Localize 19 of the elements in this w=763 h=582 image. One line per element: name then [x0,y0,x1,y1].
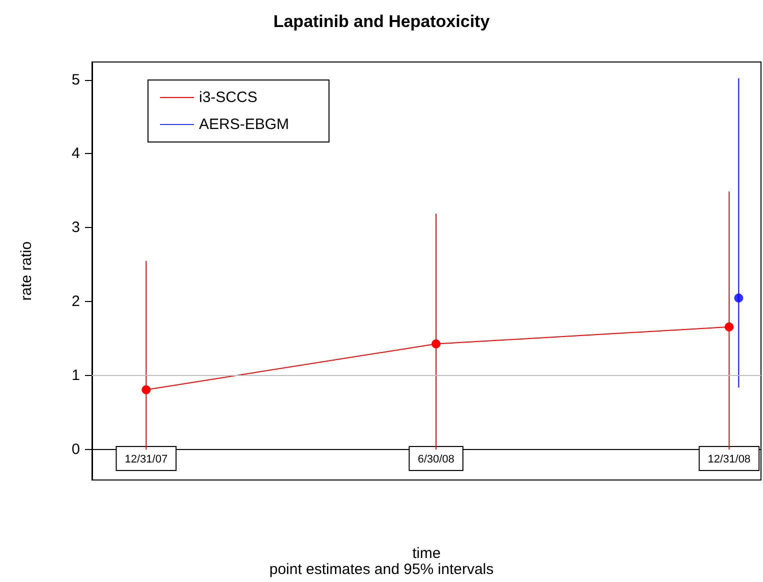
point [432,339,441,348]
y-tick-label: 1 [72,367,80,384]
y-tick-label: 3 [72,219,80,236]
point [724,322,734,332]
x-tick-label: 6/30/08 [418,454,454,466]
chart-title: Lapatinib and Hepatoxicity [273,12,490,31]
x-tick-label: 12/31/07 [124,454,168,466]
y-tick-label: 4 [72,145,80,162]
x-axis-title: time [412,545,441,562]
y-tick-label: 0 [72,441,80,458]
legend-label: i3-SCCS [199,89,258,106]
y-axis-title: rate ratio [18,241,35,301]
point [734,294,744,302]
y-tick-label: 5 [72,71,80,88]
point [142,385,151,394]
y-tick-label: 2 [72,293,80,310]
text: point estimates and 95% intervals [269,561,494,578]
x-tick-label: 12/31/08 [708,454,751,466]
legend-label: AERS-EBGM [199,116,290,133]
